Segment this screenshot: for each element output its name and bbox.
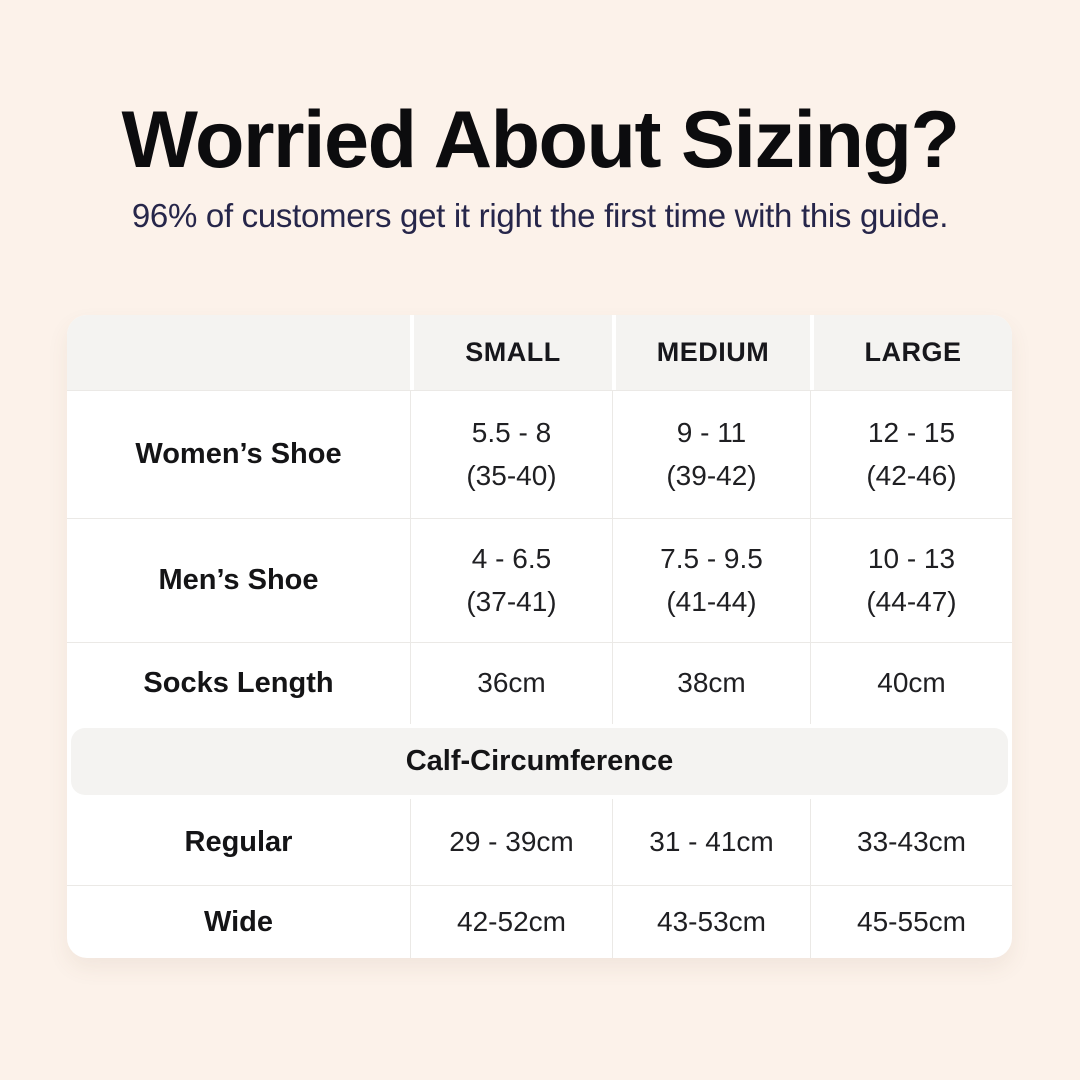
column-header-small: SMALL: [410, 315, 612, 390]
cell-womens-medium: 9 - 11 (39-42): [612, 391, 810, 518]
cell-mens-large: 10 - 13 (44-47): [810, 519, 1012, 642]
length-value: 40cm: [877, 667, 946, 699]
size-chart-card: SMALL MEDIUM LARGE Women’s Shoe 5.5 - 8 …: [67, 315, 1012, 958]
size-eu: (41-44): [666, 585, 757, 617]
size-us: 4 - 6.5: [471, 542, 552, 574]
table-row-womens-shoe: Women’s Shoe 5.5 - 8 (35-40) 9 - 11 (39-…: [67, 390, 1012, 518]
circumference-value: 31 - 41cm: [649, 825, 774, 857]
table-header-row: SMALL MEDIUM LARGE: [67, 315, 1012, 390]
length-value: 38cm: [677, 667, 746, 699]
row-label-mens-shoe: Men’s Shoe: [158, 564, 319, 596]
circumference-value: 43-53cm: [657, 905, 766, 937]
cell-wide-large: 45-55cm: [810, 886, 1012, 958]
cell-womens-large: 12 - 15 (42-46): [810, 391, 1012, 518]
row-label-regular: Regular: [184, 825, 293, 858]
circumference-value: 33-43cm: [857, 825, 966, 857]
table-row-regular: Regular 29 - 39cm 31 - 41cm 33-43cm: [67, 799, 1012, 885]
cell-mens-medium: 7.5 - 9.5 (41-44): [612, 519, 810, 642]
row-label-socks-length: Socks Length: [143, 667, 334, 699]
section-header-calf-circumference: Calf-Circumference: [71, 728, 1008, 795]
cell-regular-large: 33-43cm: [810, 799, 1012, 885]
cell-socks-large: 40cm: [810, 643, 1012, 724]
section-band-wrap: Calf-Circumference: [67, 724, 1012, 799]
cell-regular-small: 29 - 39cm: [410, 799, 612, 885]
size-us: 10 - 13: [867, 542, 956, 574]
cell-regular-medium: 31 - 41cm: [612, 799, 810, 885]
table-row-mens-shoe: Men’s Shoe 4 - 6.5 (37-41) 7.5 - 9.5 (41…: [67, 518, 1012, 642]
size-eu: (39-42): [666, 459, 757, 491]
circumference-value: 45-55cm: [857, 905, 966, 937]
size-eu: (37-41): [466, 585, 557, 617]
size-eu: (42-46): [866, 459, 957, 491]
cell-socks-medium: 38cm: [612, 643, 810, 724]
cell-wide-medium: 43-53cm: [612, 886, 810, 958]
page-subtitle: 96% of customers get it right the first …: [131, 197, 949, 235]
size-us: 12 - 15: [867, 416, 956, 448]
size-us: 5.5 - 8: [471, 416, 552, 448]
hero-section: Worried About Sizing? 96% of customers g…: [0, 0, 1080, 235]
table-row-socks-length: Socks Length 36cm 38cm 40cm: [67, 642, 1012, 724]
column-header-large: LARGE: [810, 315, 1012, 390]
cell-wide-small: 42-52cm: [410, 886, 612, 958]
size-us: 7.5 - 9.5: [660, 542, 763, 574]
row-label-womens-shoe: Women’s Shoe: [135, 438, 342, 470]
size-eu: (35-40): [466, 459, 557, 491]
length-value: 36cm: [477, 667, 546, 699]
column-header-medium: MEDIUM: [612, 315, 810, 390]
circumference-value: 29 - 39cm: [449, 825, 574, 857]
page-title: Worried About Sizing?: [121, 95, 960, 185]
cell-womens-small: 5.5 - 8 (35-40): [410, 391, 612, 518]
column-header-blank: [67, 315, 410, 390]
cell-mens-small: 4 - 6.5 (37-41): [410, 519, 612, 642]
size-us: 9 - 11: [676, 416, 747, 448]
table-row-wide: Wide 42-52cm 43-53cm 45-55cm: [67, 885, 1012, 958]
cell-socks-small: 36cm: [410, 643, 612, 724]
size-eu: (44-47): [866, 585, 957, 617]
circumference-value: 42-52cm: [457, 905, 566, 937]
row-label-wide: Wide: [203, 905, 274, 938]
